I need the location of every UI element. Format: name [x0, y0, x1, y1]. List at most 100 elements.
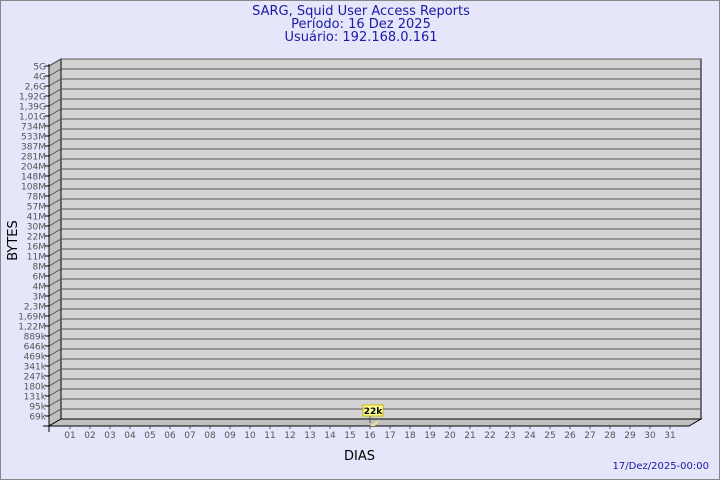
y-tick-label: 41M	[27, 213, 46, 223]
grid-line	[48, 368, 701, 377]
y-tick-label: 95k	[29, 403, 46, 413]
x-tick-label: 28	[604, 431, 616, 441]
y-tick-label: 734M	[21, 123, 46, 133]
grid-line	[48, 318, 701, 327]
grid-line	[48, 268, 701, 277]
grid-line	[48, 288, 701, 297]
grid-line	[48, 228, 701, 237]
y-tick-label: 11M	[27, 253, 46, 263]
x-tick-label: 18	[404, 431, 416, 441]
grid-line	[48, 248, 701, 257]
y-tick-label: 3M	[33, 293, 47, 303]
grid-line	[48, 118, 701, 127]
x-tick-label: 29	[624, 431, 636, 441]
x-tick-label: 22	[484, 431, 495, 441]
x-tick-label: 20	[444, 431, 456, 441]
y-tick-label: 108M	[21, 183, 46, 193]
grid-line	[48, 98, 701, 107]
x-axis-label: DIAS	[344, 449, 375, 464]
grid-line	[48, 388, 701, 397]
y-tick-label: 281M	[21, 153, 46, 163]
y-tick-label: 131k	[24, 393, 47, 403]
x-tick-label: 02	[84, 431, 95, 441]
y-tick-label: 469k	[24, 353, 47, 363]
chart-subtitle-user: Usuário: 192.168.0.161	[284, 30, 438, 45]
grid-line	[48, 168, 701, 177]
y-tick-label: 533M	[21, 133, 46, 143]
y-tick-label: 1,22M	[18, 323, 46, 333]
x-tick-label: 30	[644, 431, 656, 441]
bar-label: 22k	[364, 407, 384, 417]
grid-line	[48, 348, 701, 357]
grid-line	[48, 328, 701, 337]
y-tick-label: 16M	[27, 243, 46, 253]
grid-line	[48, 78, 701, 87]
grid-line	[48, 178, 701, 187]
grid-line	[48, 148, 701, 157]
grid-line	[48, 208, 701, 217]
x-tick-label: 07	[184, 431, 195, 441]
y-tick-label: 30M	[27, 223, 46, 233]
x-tick-label: 26	[564, 431, 576, 441]
x-tick-label: 04	[124, 431, 136, 441]
grid-line	[48, 338, 701, 347]
y-tick-label: 247k	[24, 373, 47, 383]
y-tick-label: 180k	[24, 383, 47, 393]
grid-line	[48, 398, 701, 407]
y-tick-label: 889k	[24, 333, 47, 343]
x-tick-label: 06	[164, 431, 176, 441]
y-tick-label: 1,01G	[19, 113, 46, 123]
bar-label-box	[362, 404, 384, 417]
grid-line	[48, 308, 701, 317]
y-tick-label: 4G	[33, 73, 46, 83]
x-tick-label: 03	[104, 431, 115, 441]
y-tick-label: 69k	[29, 413, 46, 423]
x-tick-label: 27	[584, 431, 595, 441]
x-tick-label: 13	[304, 431, 315, 441]
grid-line	[48, 198, 701, 207]
y-tick-label: 204M	[21, 163, 46, 173]
x-tick-label: 31	[664, 431, 675, 441]
x-tick-label: 21	[464, 431, 475, 441]
y-tick-label: 148M	[21, 173, 46, 183]
y-tick-label: 8M	[33, 263, 47, 273]
x-tick-label: 17	[384, 431, 395, 441]
grid-line	[48, 378, 701, 387]
y-tick-label: 1,92G	[19, 93, 46, 103]
grid-line	[48, 88, 701, 97]
x-tick-label: 19	[424, 431, 436, 441]
y-tick-label: 22M	[27, 233, 46, 243]
chart-subtitle-period: Período: 16 Dez 2025	[291, 17, 431, 32]
x-tick-label: 16	[364, 431, 376, 441]
grid-line	[48, 298, 701, 307]
grid-line	[48, 358, 701, 367]
grid-line	[48, 408, 701, 417]
x-tick-label: 25	[544, 431, 555, 441]
x-tick-label: 05	[144, 431, 155, 441]
x-tick-label: 12	[284, 431, 295, 441]
x-tick-label: 01	[64, 431, 75, 441]
grid-line	[48, 188, 701, 197]
grid-line	[48, 108, 701, 117]
x-tick-label: 24	[524, 431, 536, 441]
y-tick-label: 4M	[33, 283, 47, 293]
y-tick-label: 1,39G	[19, 103, 46, 113]
grid-line	[48, 158, 701, 167]
y-tick-label: 1,69M	[18, 313, 46, 323]
y-tick-label: 57M	[27, 203, 46, 213]
grid-line	[48, 138, 701, 147]
y-axis-label: BYTES	[5, 220, 21, 261]
grid-line	[48, 128, 701, 137]
grid-line	[48, 258, 701, 267]
x-tick-label: 11	[264, 431, 275, 441]
y-tick-label: 2,3M	[24, 303, 46, 313]
grid-line	[48, 68, 701, 77]
x-tick-label: 23	[504, 431, 515, 441]
timestamp: 17/Dez/2025-00:00	[612, 461, 709, 472]
x-tick-label: 09	[224, 431, 236, 441]
y-tick-label: 5G	[33, 63, 46, 73]
bar	[365, 419, 380, 426]
x-tick-label: 08	[204, 431, 216, 441]
